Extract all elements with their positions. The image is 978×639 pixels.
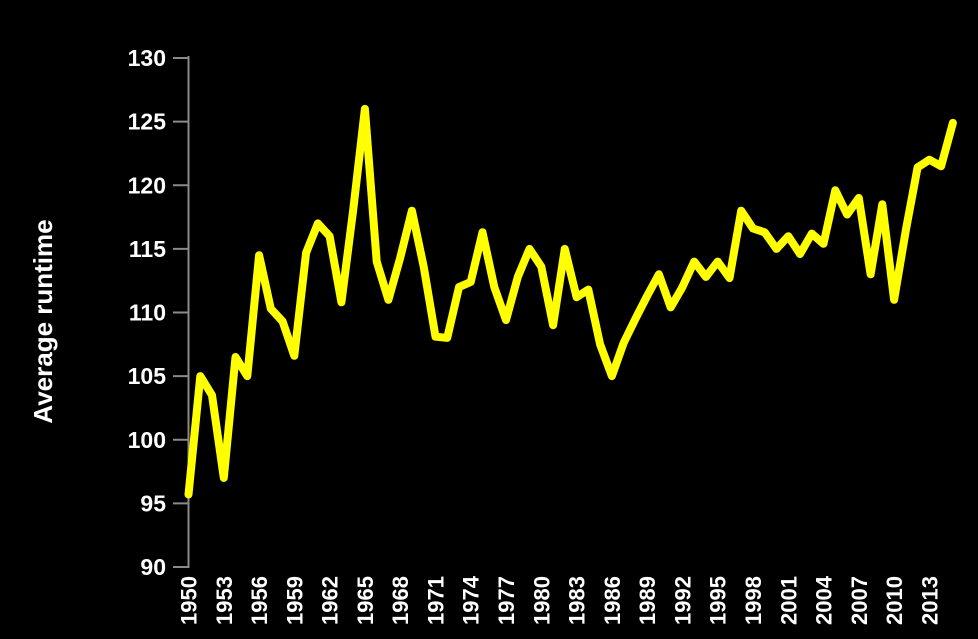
x-tick-label: 1962 [318,576,343,625]
x-tick-label: 1980 [529,576,554,625]
x-tick-label: 2001 [776,576,801,625]
x-tick-label: 2007 [847,576,872,625]
x-tick-label: 2013 [917,576,942,625]
x-tick-label: 1956 [247,576,272,625]
x-tick-label: 1992 [670,576,695,625]
y-tick-label: 95 [140,490,166,516]
x-tick-label: 1953 [212,576,237,625]
x-tick-label: 1995 [706,576,731,625]
y-axis-title: Average runtime [28,219,58,423]
x-tick-label: 2010 [882,576,907,625]
x-tick-label: 1986 [600,576,625,625]
x-tick-label: 1971 [423,576,448,625]
y-tick-label: 100 [128,427,166,453]
x-tick-label: 1977 [494,576,519,625]
x-tick-label: 1974 [459,575,484,625]
y-tick-label: 105 [128,363,167,389]
y-tick-label: 115 [129,236,166,262]
x-tick-labels: 1950 1953 1956 1959 1962 1965 1968 1971 1974 1977… [177,575,943,625]
x-tick-label: 1983 [565,576,590,625]
y-tick-labels: 90 95 100 105 110 115 120 125 130 [128,45,167,580]
runtime-series-line [184,104,957,499]
x-tick-label: 1950 [177,576,202,625]
x-tick-label: 1968 [388,576,413,625]
x-tick-label: 1989 [635,576,660,625]
x-tick-label: 1998 [741,576,766,625]
x-tick-label: 1965 [353,576,378,625]
x-tick-label: 1959 [282,576,307,625]
x-tick-label: 2004 [812,575,837,625]
y-tick-label: 130 [128,45,166,71]
y-tick-label: 110 [129,300,166,326]
y-tick-label: 90 [140,554,166,580]
y-tick-label: 125 [128,109,167,135]
y-tick-label: 120 [128,172,166,198]
